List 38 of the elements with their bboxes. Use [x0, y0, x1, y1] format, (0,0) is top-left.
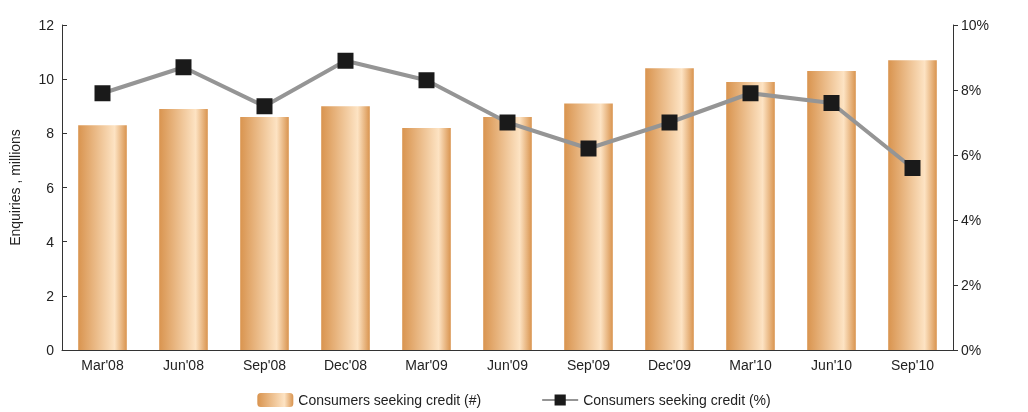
y-axis-title: Enquiries , millions	[7, 129, 23, 246]
x-tick-label: Sep'09	[566, 357, 611, 373]
y-tick-label: 2	[46, 287, 55, 304]
bar	[726, 81, 775, 350]
bar	[402, 127, 451, 350]
x-tick-label: Jun'10	[811, 357, 853, 373]
legend-label: Consumers seeking credit (#)	[298, 392, 482, 408]
x-tick-label: Jun'09	[487, 357, 529, 373]
bar	[483, 117, 532, 350]
y2-tick-label: 0%	[961, 342, 982, 358]
x-tick-label: Mar'08	[81, 357, 124, 373]
x-tick-label: Dec'08	[323, 357, 368, 373]
y2-tick-label: 4%	[961, 212, 982, 228]
bar	[564, 103, 613, 350]
bar	[807, 71, 856, 350]
y-tick-label: 0	[46, 342, 55, 358]
x-tick-label: Mar'09	[405, 357, 448, 373]
bar	[240, 117, 289, 350]
x-tick-label: Dec'09	[647, 357, 692, 373]
y2-tick-label: 6%	[961, 147, 982, 163]
y-tick-label: 6	[46, 179, 55, 196]
bar	[159, 108, 208, 350]
x-tick-label: Sep'08	[242, 357, 287, 373]
y-tick-label: 10	[38, 71, 55, 88]
y-tick-label: 8	[46, 125, 55, 142]
y2-tick-label: 8%	[961, 82, 982, 98]
y2-tick-label: 2%	[961, 277, 982, 293]
legend-label: Consumers seeking credit (%)	[583, 392, 771, 408]
bar	[78, 125, 127, 350]
y-tick-label: 12	[38, 17, 55, 33]
bar	[888, 60, 937, 350]
y-tick-label: 4	[46, 233, 55, 250]
bar	[645, 68, 694, 350]
y2-tick-label: 10%	[961, 17, 990, 33]
bar	[321, 106, 370, 350]
x-tick-label: Sep'10	[890, 357, 935, 373]
x-tick-label: Mar'10	[729, 357, 772, 373]
x-tick-label: Jun'08	[163, 357, 205, 373]
